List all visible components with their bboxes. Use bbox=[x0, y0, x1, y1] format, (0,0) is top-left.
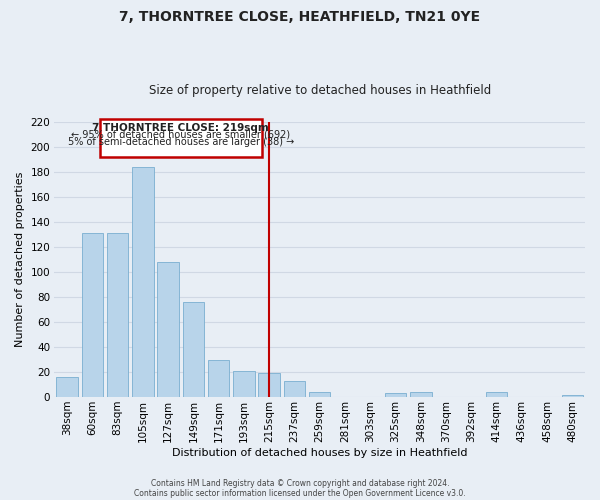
Title: Size of property relative to detached houses in Heathfield: Size of property relative to detached ho… bbox=[149, 84, 491, 97]
Bar bbox=[208, 360, 229, 397]
Bar bbox=[56, 377, 78, 397]
Text: Contains HM Land Registry data © Crown copyright and database right 2024.: Contains HM Land Registry data © Crown c… bbox=[151, 478, 449, 488]
Bar bbox=[233, 371, 254, 397]
Y-axis label: Number of detached properties: Number of detached properties bbox=[15, 172, 25, 347]
Bar bbox=[410, 392, 431, 397]
Text: 5% of semi-detached houses are larger (38) →: 5% of semi-detached houses are larger (3… bbox=[68, 137, 294, 147]
Bar bbox=[107, 233, 128, 397]
Bar bbox=[182, 302, 204, 397]
Bar bbox=[562, 394, 583, 397]
Bar bbox=[284, 381, 305, 397]
Bar bbox=[309, 392, 331, 397]
Bar bbox=[385, 394, 406, 397]
Bar bbox=[157, 262, 179, 397]
Bar bbox=[486, 392, 508, 397]
Text: Contains public sector information licensed under the Open Government Licence v3: Contains public sector information licen… bbox=[134, 488, 466, 498]
Text: ← 95% of detached houses are smaller (692): ← 95% of detached houses are smaller (69… bbox=[71, 130, 290, 140]
Bar bbox=[100, 120, 262, 157]
Bar bbox=[259, 374, 280, 397]
Text: 7 THORNTREE CLOSE: 219sqm: 7 THORNTREE CLOSE: 219sqm bbox=[92, 123, 269, 133]
X-axis label: Distribution of detached houses by size in Heathfield: Distribution of detached houses by size … bbox=[172, 448, 467, 458]
Text: 7, THORNTREE CLOSE, HEATHFIELD, TN21 0YE: 7, THORNTREE CLOSE, HEATHFIELD, TN21 0YE bbox=[119, 10, 481, 24]
Bar bbox=[82, 233, 103, 397]
Bar bbox=[132, 167, 154, 397]
